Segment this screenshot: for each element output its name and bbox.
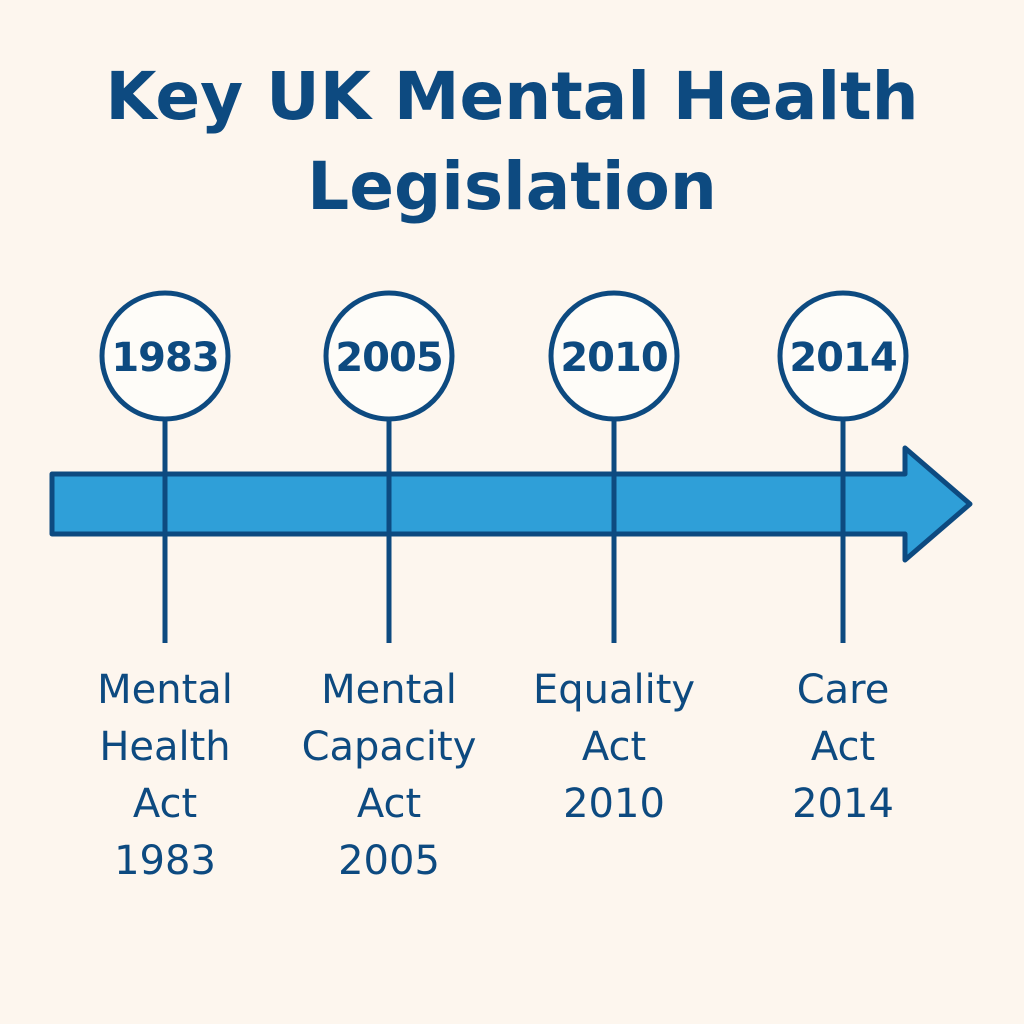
event-label: Mental Health Act 1983 — [45, 662, 285, 890]
year-circle — [777, 290, 909, 422]
year-circle — [99, 290, 231, 422]
event-label-line: Equality — [532, 667, 696, 713]
event-label-line: Act — [356, 781, 422, 827]
event-label-line: Care — [796, 667, 890, 713]
year-circle — [548, 290, 680, 422]
event-label-line: Health — [99, 724, 231, 770]
event-label-line: Capacity — [301, 724, 477, 770]
event-label: Mental Capacity Act 2005 — [269, 662, 509, 890]
year-circle — [323, 290, 455, 422]
event-label: Equality Act 2010 — [494, 662, 734, 833]
year-label: 2014 — [789, 335, 896, 381]
year-label: 2005 — [335, 335, 442, 381]
event-label-line: Act — [132, 781, 198, 827]
year-label: 2010 — [560, 335, 667, 381]
event-label-line: Act — [810, 724, 876, 770]
event-label-line: 1983 — [114, 838, 216, 884]
event-label-line: 2010 — [563, 781, 665, 827]
title-line-2: Legislation — [307, 148, 717, 225]
event-label-line: Act — [581, 724, 647, 770]
page-title: Key UK Mental Health Legislation — [0, 52, 1024, 232]
event-label-line: Mental — [321, 667, 457, 713]
title-line-1: Key UK Mental Health — [105, 58, 919, 135]
event-label-line: 2005 — [338, 838, 440, 884]
event-label: Care Act 2014 — [723, 662, 963, 833]
event-label-line: 2014 — [792, 781, 894, 827]
timeline-arrow — [49, 445, 973, 563]
event-label-line: Mental — [97, 667, 233, 713]
year-label: 1983 — [111, 335, 218, 381]
